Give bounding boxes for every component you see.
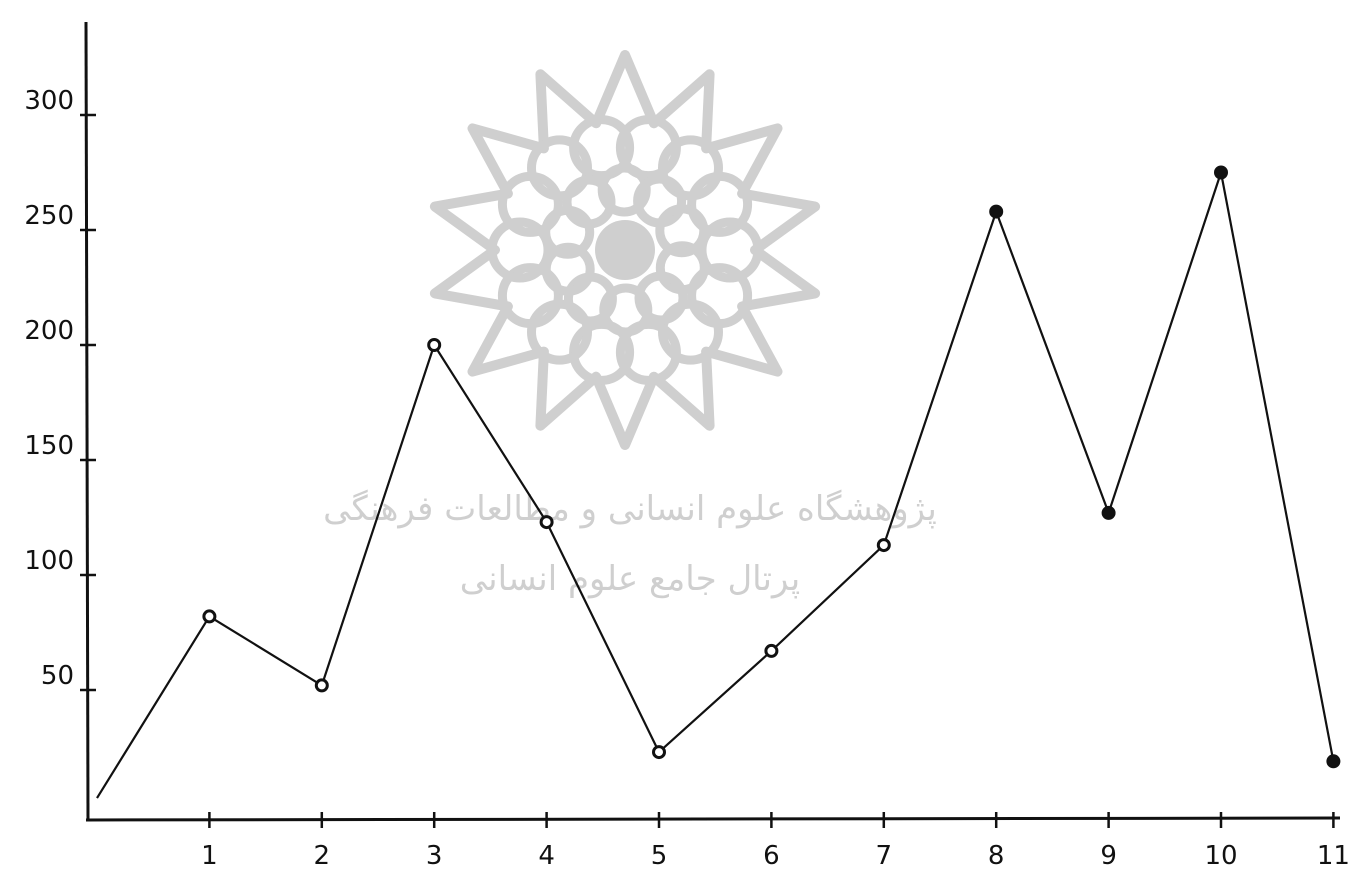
rosette-petal: [615, 319, 681, 385]
data-point-9: [1101, 505, 1116, 520]
x-tick-label-7: 7: [876, 841, 893, 871]
x-tick-label-8: 8: [988, 841, 1005, 871]
data-points: [202, 165, 1341, 769]
rosette-petal: [687, 171, 753, 237]
data-point-3: [427, 338, 442, 352]
x-axis: [85, 816, 1341, 822]
data-point-8: [989, 204, 1004, 219]
y-axis-ticks: 50 100 150 200 250 300: [24, 86, 96, 692]
rosette-petal: [569, 115, 635, 181]
y-tick-label-200: 200: [24, 316, 74, 346]
watermark-line-2: پرتال جامع علوم انسانی: [460, 559, 800, 599]
x-tick-label-6: 6: [763, 841, 780, 871]
y-tick-label-300: 300: [24, 86, 74, 116]
x-tick-label-5: 5: [651, 841, 668, 871]
series-line: [96, 171, 1335, 799]
data-point-6: [764, 643, 779, 658]
series-polyline: [96, 171, 1335, 799]
x-tick-label-4: 4: [538, 841, 555, 871]
x-axis-ticks: 1 2 3 4 5 6 7 8 9 10 11: [201, 812, 1348, 871]
data-point-11: [1326, 754, 1341, 769]
rosette-petal: [497, 263, 563, 329]
y-tick-label-50: 50: [41, 661, 74, 691]
x-tick-label-2: 2: [314, 841, 331, 871]
rosette-petal: [597, 163, 651, 217]
x-tick-label-11: 11: [1317, 841, 1348, 871]
rosette-petal: [541, 242, 595, 296]
y-tick-label-100: 100: [24, 546, 74, 576]
x-tick-label-10: 10: [1204, 841, 1237, 871]
data-point-10: [1214, 165, 1228, 180]
data-point-4: [539, 515, 554, 530]
x-tick-label-3: 3: [426, 841, 443, 871]
rosette-logo-icon: [429, 50, 821, 450]
rosette-center: [595, 220, 655, 280]
data-point-7: [876, 538, 891, 553]
y-tick-label-250: 250: [24, 201, 74, 231]
y-tick-label-150: 150: [24, 431, 74, 461]
data-point-1: [202, 609, 217, 624]
data-point-2: [314, 678, 329, 693]
watermark-line-1: پژوهشگاه علوم انسانی و مطالعات فرهنگی: [323, 489, 937, 529]
rosette-petal: [599, 283, 653, 337]
x-tick-label-1: 1: [201, 841, 218, 871]
y-axis: [84, 21, 90, 821]
rosette-outer: [429, 50, 821, 450]
rosette-petal: [655, 204, 709, 258]
x-tick-label-9: 9: [1100, 841, 1117, 871]
watermark: پژوهشگاه علوم انسانی و مطالعات فرهنگی پر…: [323, 50, 937, 599]
data-point-5: [652, 745, 666, 760]
